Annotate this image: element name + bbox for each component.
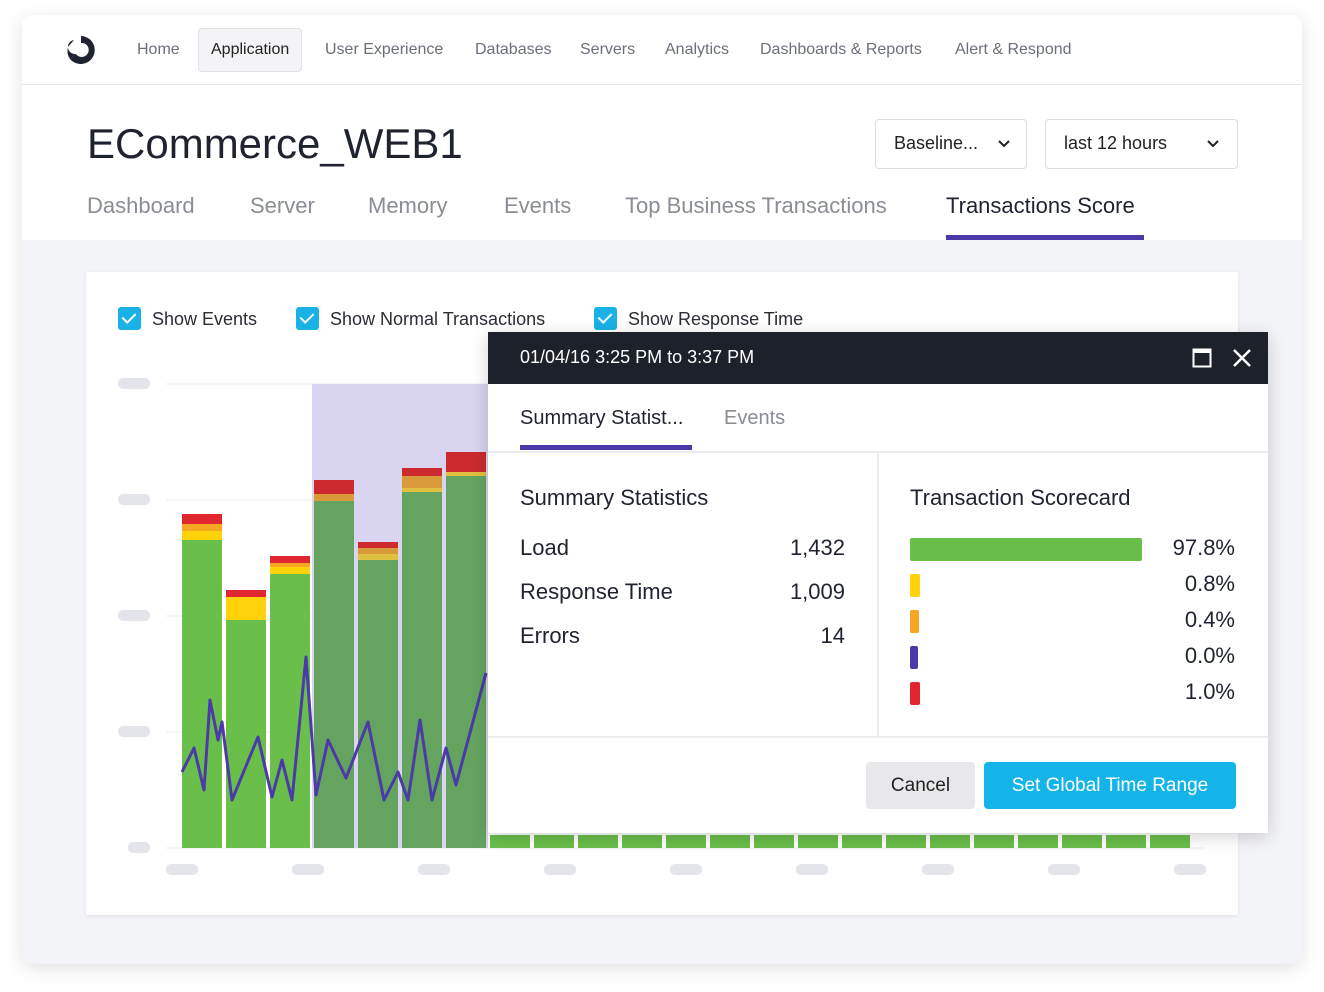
checkbox[interactable]: Show Normal Transactions — [296, 305, 545, 333]
chevron — [998, 140, 1010, 148]
nav-item[interactable]: Servers — [580, 41, 636, 58]
checkbox-label: Show Events — [152, 309, 258, 329]
score-bar — [910, 682, 921, 705]
nav-item[interactable]: Analytics — [665, 41, 730, 58]
score-label: 0.0% — [1184, 643, 1235, 668]
checkbox[interactable]: Show Response Time — [594, 305, 803, 333]
nav-item[interactable]: Home — [137, 41, 180, 58]
logo — [67, 36, 95, 64]
tab[interactable]: Server — [250, 193, 315, 218]
chevron — [1207, 140, 1219, 148]
popup-tab-underline — [520, 445, 692, 450]
divider — [488, 736, 1268, 738]
dropdown-label: last 12 hours — [1064, 133, 1168, 153]
score-bar — [910, 574, 920, 597]
tab[interactable]: Events — [504, 193, 572, 218]
popup-tab[interactable]: Events — [724, 407, 786, 429]
divider — [877, 453, 879, 737]
section-title: Summary Statistics — [520, 485, 709, 510]
stat-label: Load — [520, 535, 569, 560]
dropdown[interactable]: Baseline... — [875, 119, 1027, 169]
nav-item[interactable]: Application — [198, 28, 303, 72]
nav-item[interactable]: Alert & Respond — [955, 41, 1072, 58]
cancel-button[interactable]: Cancel — [866, 762, 975, 809]
chart-illustration — [118, 378, 1206, 875]
primary-button[interactable]: Set Global Time Range — [984, 762, 1236, 809]
tab[interactable]: Transactions Score — [946, 193, 1135, 218]
score-label: 0.4% — [1184, 607, 1235, 632]
nav-item[interactable]: User Experience — [325, 41, 444, 58]
popup-tab[interactable]: Summary Statist... — [520, 407, 684, 429]
stat-label: Response Time — [520, 579, 673, 604]
score-label: 1.0% — [1184, 679, 1235, 704]
section-title: Transaction Scorecard — [910, 485, 1131, 510]
score-label: 0.8% — [1184, 571, 1235, 596]
tab[interactable]: Dashboard — [87, 193, 195, 218]
tab-underline — [946, 235, 1144, 240]
score-bar — [910, 538, 1142, 561]
stat-value: 1,009 — [789, 579, 845, 604]
score-bar — [910, 610, 919, 633]
stat-value: 14 — [820, 623, 845, 648]
score-label: 97.8% — [1172, 535, 1235, 560]
close-icon[interactable] — [1232, 348, 1252, 368]
dropdown-label: Baseline... — [894, 133, 979, 153]
maximize-icon[interactable] — [1192, 348, 1212, 368]
dropdown[interactable]: last 12 hours — [1045, 119, 1238, 169]
popup-title: 01/04/16 3:25 PM to 3:37 PM — [520, 347, 755, 367]
nav-item[interactable]: Dashboards & Reports — [760, 41, 922, 58]
page-title: ECommerce_WEB1 — [87, 120, 463, 167]
nav-item[interactable]: Databases — [475, 41, 552, 58]
score-bar — [910, 646, 918, 669]
app-window: Home Application User Experience Databas… — [22, 15, 1302, 964]
tab[interactable]: Top Business Transactions — [625, 193, 887, 218]
popup: 01/04/16 3:25 PM to 3:37 PM Summary Stat… — [488, 332, 1268, 833]
stat-label: Errors — [520, 623, 580, 648]
checkbox-label: Show Response Time — [628, 309, 804, 329]
checkbox[interactable]: Show Events — [118, 305, 257, 333]
tab[interactable]: Memory — [368, 193, 448, 218]
checkbox-label: Show Normal Transactions — [330, 309, 546, 329]
popup-header: 01/04/16 3:25 PM to 3:37 PM — [488, 332, 1268, 384]
top-nav: Home Application User Experience Databas… — [22, 15, 1302, 85]
divider — [488, 451, 1268, 453]
stat-value: 1,432 — [789, 535, 845, 560]
